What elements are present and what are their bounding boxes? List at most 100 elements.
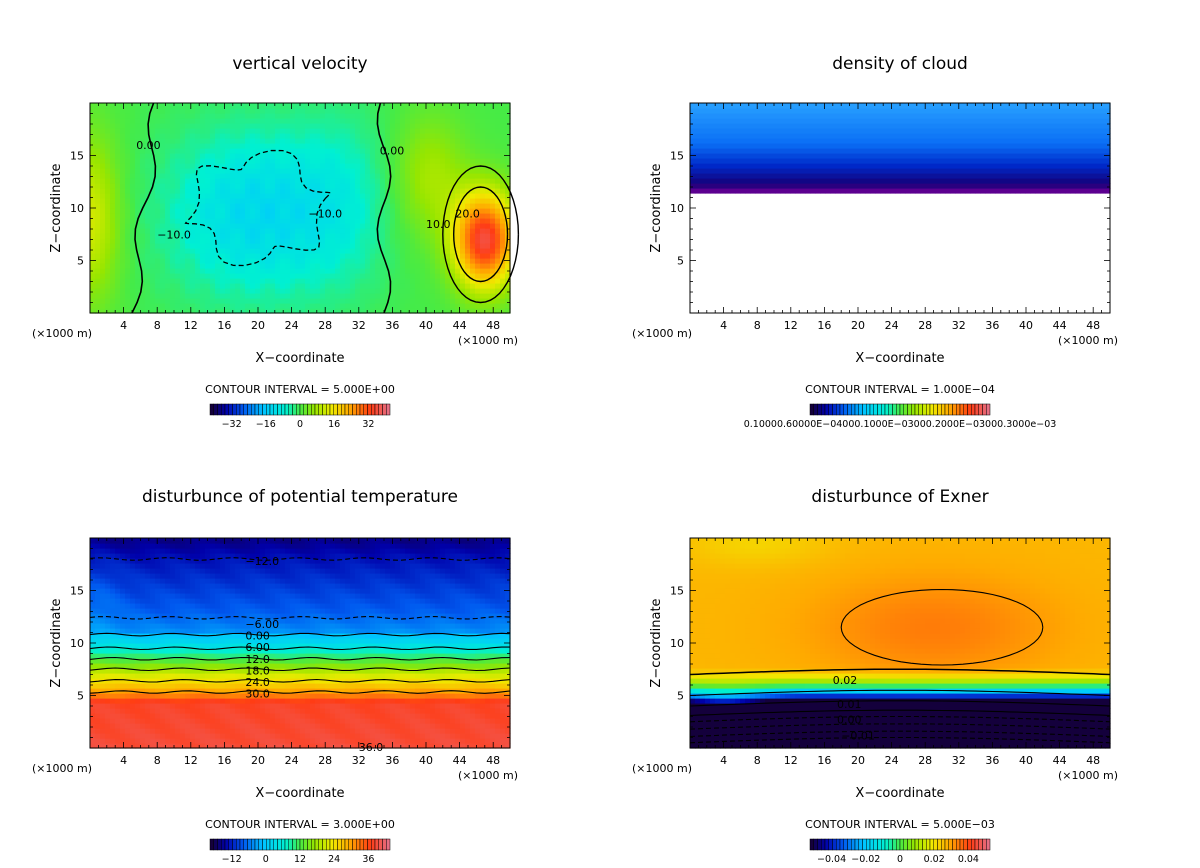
field-cell — [320, 113, 326, 119]
field-cell — [175, 248, 181, 254]
field-cell — [295, 283, 301, 289]
field-cell — [380, 303, 386, 309]
field-cell — [755, 143, 761, 149]
field-cell — [310, 123, 316, 129]
field-cell — [785, 173, 791, 179]
field-cell — [800, 183, 806, 189]
field-cell — [285, 173, 291, 179]
field-cell — [235, 158, 241, 164]
field-cell — [150, 218, 156, 224]
field-cell — [340, 248, 346, 254]
field-cell — [840, 108, 846, 114]
field-cell — [160, 213, 166, 219]
field-cell — [460, 298, 466, 304]
field-cell — [265, 203, 271, 209]
field-cell — [305, 203, 311, 209]
field-cell — [1025, 158, 1031, 164]
field-cell — [400, 273, 406, 279]
field-cell — [175, 293, 181, 299]
field-cell — [365, 288, 371, 294]
field-cell — [405, 193, 411, 199]
field-cell — [215, 238, 221, 244]
field-cell — [215, 263, 221, 269]
field-cell — [295, 278, 301, 284]
colorbar-swatch — [266, 403, 271, 416]
field-cell — [435, 168, 441, 174]
field-cell — [485, 113, 491, 119]
field-cell — [150, 308, 156, 314]
field-cell — [785, 148, 791, 154]
field-cell — [295, 263, 301, 269]
field-cell — [230, 238, 236, 244]
field-cell — [215, 163, 221, 169]
field-cell — [810, 123, 816, 129]
field-cell — [1010, 163, 1016, 169]
field-cell — [115, 113, 121, 119]
field-cell — [170, 103, 176, 109]
field-cell — [500, 188, 506, 194]
field-cell — [370, 183, 376, 189]
field-cell — [695, 138, 701, 144]
field-cell — [925, 108, 931, 114]
field-cell — [970, 178, 976, 184]
field-cell — [400, 208, 406, 214]
field-cell — [310, 243, 316, 249]
field-cell — [170, 248, 176, 254]
field-cell — [395, 298, 401, 304]
field-cell — [375, 183, 381, 189]
field-cell — [440, 283, 446, 289]
field-cell — [120, 128, 126, 134]
field-cell — [330, 133, 336, 139]
field-cell — [730, 183, 736, 189]
field-cell — [180, 103, 186, 109]
field-cell — [440, 163, 446, 169]
field-cell — [290, 238, 296, 244]
field-cell — [505, 193, 511, 199]
field-cell — [95, 273, 101, 279]
field-cell — [410, 173, 416, 179]
field-cell — [505, 213, 511, 219]
field-cell — [900, 153, 906, 159]
field-cell — [955, 183, 961, 189]
field-cell — [865, 133, 871, 139]
field-cell — [275, 178, 281, 184]
field-cell — [395, 308, 401, 314]
field-cell — [300, 158, 306, 164]
field-cell — [785, 168, 791, 174]
field-cell — [135, 198, 141, 204]
field-cell — [695, 128, 701, 134]
field-cell — [505, 288, 511, 294]
field-cell — [245, 263, 251, 269]
field-cell — [775, 138, 781, 144]
field-cell — [95, 148, 101, 154]
field-cell — [205, 218, 211, 224]
field-cell — [155, 278, 161, 284]
field-cell — [255, 213, 261, 219]
field-cell — [850, 103, 856, 109]
field-cell — [450, 208, 456, 214]
field-cell — [215, 113, 221, 119]
field-cell — [170, 258, 176, 264]
field-cell — [95, 108, 101, 114]
field-cell — [760, 168, 766, 174]
field-cell — [355, 143, 361, 149]
field-cell — [365, 183, 371, 189]
field-cell — [180, 208, 186, 214]
field-cell — [905, 163, 911, 169]
field-cell — [825, 118, 831, 124]
field-cell — [365, 143, 371, 149]
field-cell — [440, 128, 446, 134]
field-cell — [395, 158, 401, 164]
field-cell — [995, 108, 1001, 114]
field-cell — [355, 173, 361, 179]
field-cell — [245, 143, 251, 149]
field-cell — [305, 278, 311, 284]
field-cell — [1020, 153, 1026, 159]
field-cell — [760, 113, 766, 119]
field-cell — [270, 278, 276, 284]
field-cell — [335, 273, 341, 279]
field-cell — [950, 148, 956, 154]
field-cell — [335, 178, 341, 184]
field-cell — [475, 198, 481, 204]
field-cell — [410, 168, 416, 174]
